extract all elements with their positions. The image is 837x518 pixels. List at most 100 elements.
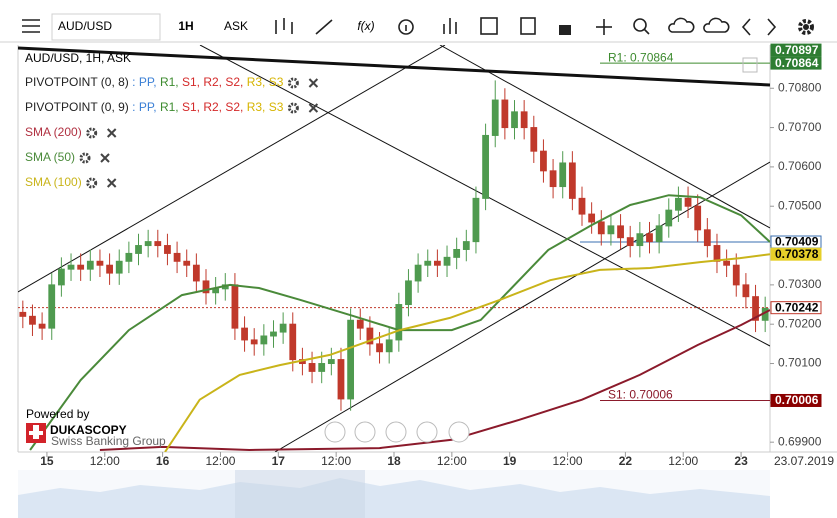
candle-body bbox=[655, 225, 663, 243]
zoom-button[interactable] bbox=[633, 18, 650, 35]
indicator-label: SMA (50) bbox=[25, 150, 75, 164]
candle-body bbox=[144, 241, 152, 247]
date-label: 23.07.2019 bbox=[774, 454, 834, 468]
candle-body bbox=[48, 284, 56, 329]
candle-body bbox=[279, 323, 287, 333]
candle-body bbox=[67, 264, 75, 270]
candle-body bbox=[241, 327, 248, 341]
navigation-controls bbox=[324, 421, 470, 443]
sma-line bbox=[29, 194, 770, 451]
price-label: 0.70006 bbox=[775, 393, 819, 407]
indicator-part: S2, bbox=[222, 75, 243, 89]
next-button[interactable] bbox=[767, 18, 777, 36]
indicator-settings[interactable] bbox=[287, 102, 299, 114]
y-tick-label: 0.70700 bbox=[778, 120, 822, 134]
candle-body bbox=[164, 245, 171, 254]
indicator-label: SMA (100) bbox=[25, 175, 82, 189]
indicator-part: S2, bbox=[222, 100, 243, 114]
upload-button[interactable] bbox=[668, 17, 695, 33]
candle-body bbox=[675, 197, 682, 211]
indicator-part: R3, bbox=[243, 100, 265, 114]
indicator-settings[interactable] bbox=[287, 77, 299, 89]
indicator-remove[interactable] bbox=[100, 153, 110, 163]
indicator-button[interactable]: f(x) bbox=[357, 19, 374, 33]
indicator-settings[interactable] bbox=[86, 177, 98, 189]
nav-zoom-out[interactable] bbox=[354, 421, 376, 443]
indicator-part: S3 bbox=[265, 100, 283, 114]
indicator-remove[interactable] bbox=[106, 178, 117, 188]
candle-body bbox=[752, 296, 759, 321]
candle-body bbox=[385, 339, 393, 353]
candle-body bbox=[19, 311, 27, 317]
candle-body bbox=[703, 229, 711, 247]
expand-button[interactable] bbox=[742, 57, 758, 73]
calendar-button[interactable] bbox=[480, 17, 498, 35]
indicator-part: R3, bbox=[243, 75, 265, 89]
candle-body bbox=[347, 319, 355, 400]
prev-button[interactable] bbox=[741, 18, 751, 36]
channel-line[interactable] bbox=[18, 45, 446, 293]
indicator-settings[interactable] bbox=[86, 127, 98, 139]
candle-body bbox=[86, 260, 94, 270]
candle-body bbox=[462, 241, 470, 250]
candle-body bbox=[231, 284, 239, 329]
x-tick-label: 12:00 bbox=[205, 454, 235, 468]
candle-body bbox=[202, 280, 210, 294]
volume-button[interactable] bbox=[443, 18, 457, 34]
candle-body bbox=[395, 304, 403, 341]
y-tick-label: 0.70500 bbox=[778, 198, 822, 212]
candle-body bbox=[713, 245, 721, 262]
trend-line[interactable] bbox=[18, 46, 770, 87]
candle-body bbox=[115, 260, 123, 274]
indicator-part: R1, bbox=[157, 75, 179, 89]
crosshair-button[interactable] bbox=[596, 19, 612, 35]
price-label-box bbox=[770, 43, 822, 57]
candle-body bbox=[568, 162, 576, 199]
candle-body bbox=[482, 134, 489, 199]
nav-forward[interactable] bbox=[448, 421, 470, 443]
candle-body bbox=[626, 237, 634, 247]
download-button[interactable] bbox=[703, 17, 730, 33]
candle-body bbox=[684, 197, 692, 207]
indicator-name: SMA (100) bbox=[25, 175, 82, 189]
indicator-remove[interactable] bbox=[106, 128, 117, 138]
candle-body bbox=[106, 264, 113, 274]
period-button[interactable]: 1H bbox=[178, 19, 193, 33]
brand-cross bbox=[29, 425, 43, 439]
indicator-settings[interactable] bbox=[79, 152, 91, 164]
indicator-remove[interactable] bbox=[308, 78, 319, 88]
report-button[interactable] bbox=[520, 17, 536, 35]
channel-line[interactable] bbox=[439, 45, 770, 229]
candle-body bbox=[356, 319, 364, 329]
legend: AUD/USD, 1H, ASK PIVOTPOINT (0, 8) : PP,… bbox=[25, 51, 319, 189]
draw-line-button[interactable] bbox=[315, 19, 333, 35]
symbol-input[interactable] bbox=[51, 13, 161, 41]
x-tick-label: 12:00 bbox=[90, 454, 120, 468]
candle-body bbox=[376, 343, 383, 353]
info-button[interactable] bbox=[398, 19, 414, 35]
indicator-part: : PP, bbox=[129, 75, 157, 89]
price-label: 0.70409 bbox=[775, 235, 819, 249]
candle-body bbox=[192, 264, 200, 282]
side-button[interactable]: ASK bbox=[224, 19, 248, 33]
y-tick-label: 0.70600 bbox=[778, 159, 822, 173]
price-label-box bbox=[770, 301, 822, 315]
x-tick-label: 17 bbox=[272, 454, 286, 468]
indicator-name: PIVOTPOINT (0, 8) bbox=[25, 75, 129, 89]
candle-body bbox=[443, 256, 451, 266]
settings-button[interactable] bbox=[798, 19, 814, 35]
candle-body bbox=[77, 264, 85, 270]
lock-button[interactable] bbox=[559, 25, 571, 35]
plot bbox=[18, 45, 770, 452]
nav-back[interactable] bbox=[324, 421, 346, 443]
channel-line[interactable] bbox=[274, 161, 770, 452]
indicator-name: PIVOTPOINT (0, 9) bbox=[25, 100, 129, 114]
nav-reset[interactable] bbox=[385, 421, 407, 443]
nav-zoom-in[interactable] bbox=[416, 421, 438, 443]
x-tick-label: 12:00 bbox=[321, 454, 351, 468]
indicator-name: SMA (200) bbox=[25, 125, 82, 139]
navigator-window[interactable] bbox=[235, 470, 365, 518]
menu-button[interactable] bbox=[22, 19, 40, 33]
indicator-remove[interactable] bbox=[308, 103, 319, 113]
chart-type-button[interactable] bbox=[275, 18, 293, 34]
